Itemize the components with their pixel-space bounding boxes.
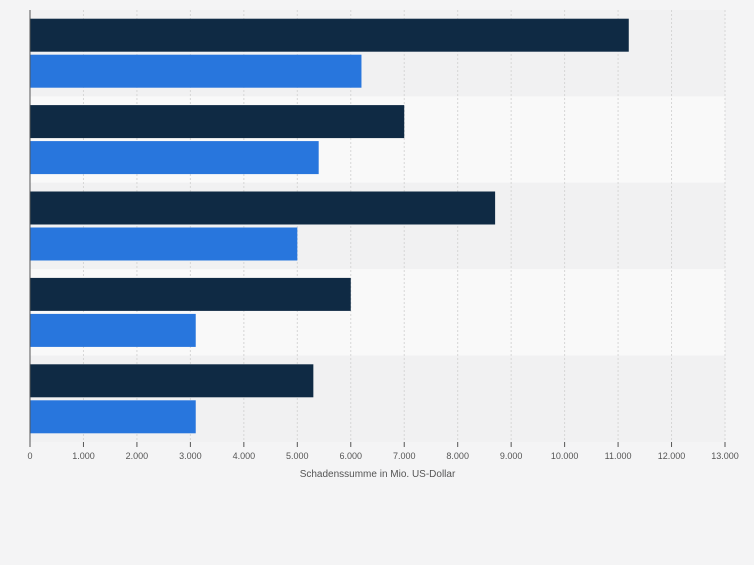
bar-s1-c1 [30, 141, 319, 175]
bar-s1-c0 [30, 54, 362, 88]
x-tick-label-1: 1.000 [72, 451, 95, 461]
bar-s0-c1 [30, 105, 405, 139]
x-tick-label-10: 10.000 [551, 451, 579, 461]
x-tick-label-6: 6.000 [340, 451, 363, 461]
x-tick-label-11: 11.000 [605, 451, 632, 461]
x-tick-label-8: 8.000 [446, 451, 469, 461]
x-tick-label-2: 2.000 [126, 451, 149, 461]
x-tick-label-12: 12.000 [658, 451, 686, 461]
x-tick-label-7: 7.000 [393, 451, 416, 461]
bar-s0-c3 [30, 277, 351, 311]
bar-s1-c3 [30, 313, 196, 347]
x-tick-label-0: 0 [27, 451, 32, 461]
bar-s1-c4 [30, 400, 196, 434]
x-tick-label-5: 5.000 [286, 451, 309, 461]
x-tick-label-13: 13.000 [711, 451, 739, 461]
bar-s0-c4 [30, 364, 314, 398]
x-tick-label-9: 9.000 [500, 451, 523, 461]
x-axis-ticks: 0 1.000 2.000 3.000 4.000 5.000 6.000 7.000 8.00… [27, 442, 739, 461]
x-tick-label-4: 4.000 [233, 451, 256, 461]
bars [30, 18, 629, 434]
bar-s0-c2 [30, 191, 496, 225]
bar-s1-c2 [30, 227, 298, 261]
x-tick-label-3: 3.000 [179, 451, 202, 461]
x-axis-label: Schadenssumme in Mio. US-Dollar [300, 469, 456, 480]
bar-s0-c0 [30, 18, 629, 52]
